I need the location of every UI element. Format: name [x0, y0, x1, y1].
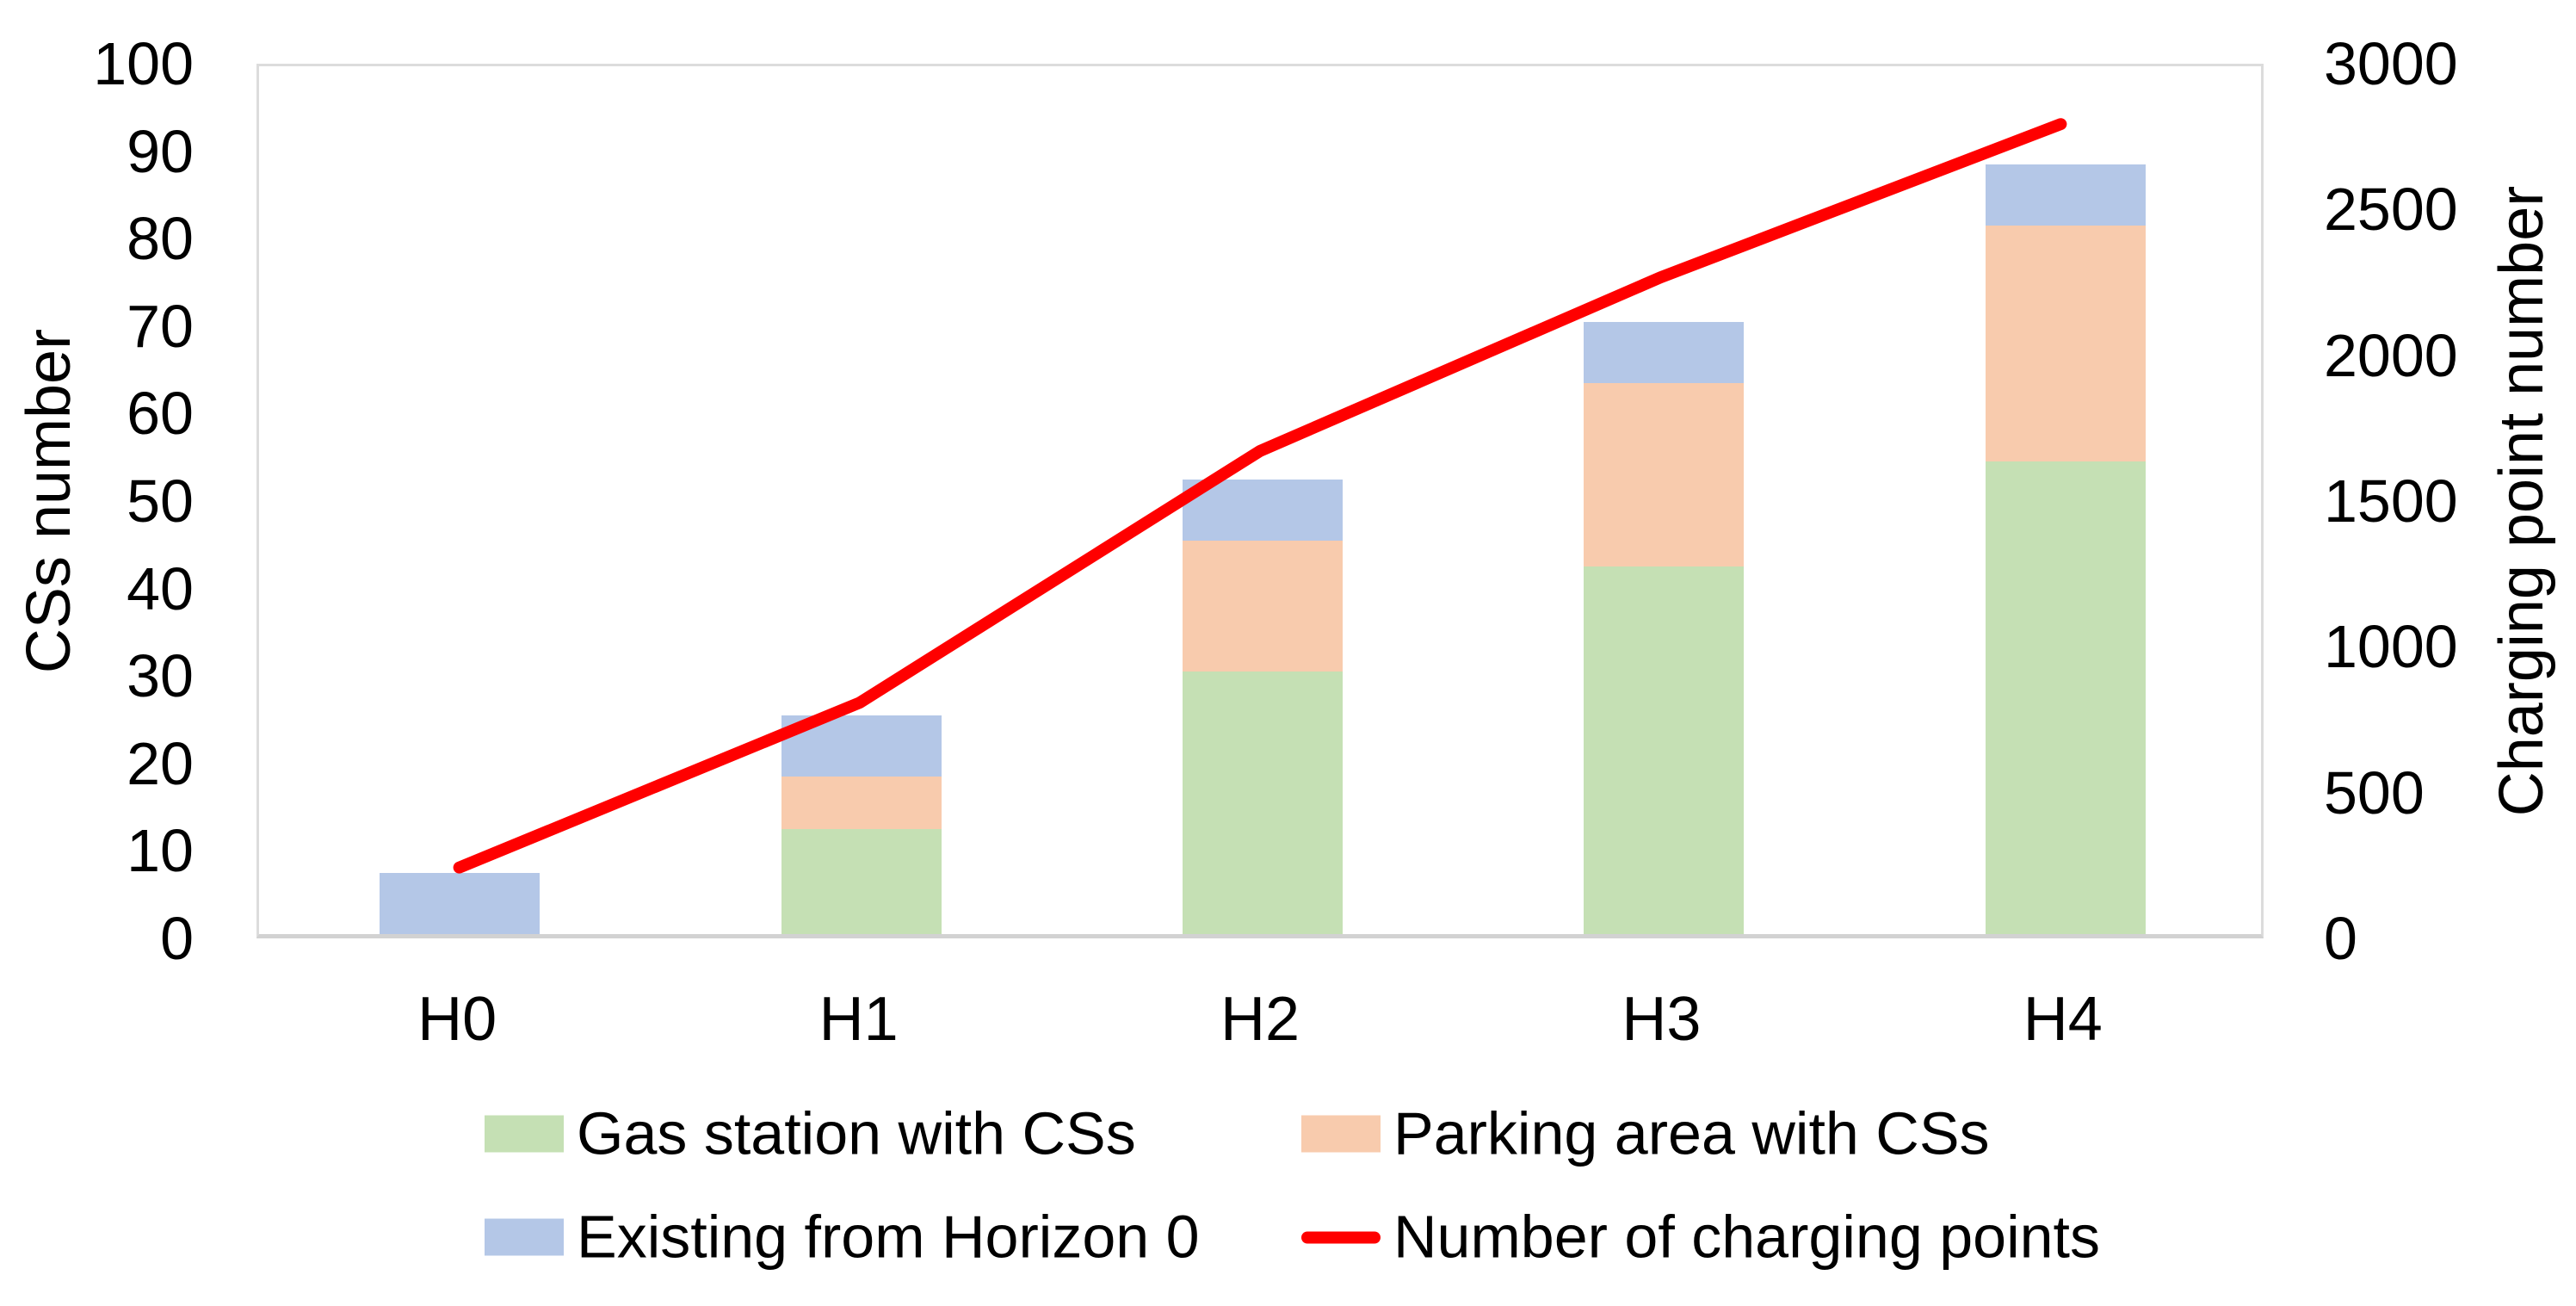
left-axis-tick-40: 40 [127, 554, 194, 622]
legend-swatch-existing-from-horizon-0 [485, 1218, 564, 1256]
bar-segment-gas-station-with-css-h2 [1183, 672, 1343, 934]
x-axis-label-h1: H1 [819, 985, 899, 1054]
left-axis-tick-0: 0 [160, 905, 194, 972]
x-axis-label-h4: H4 [2023, 985, 2103, 1054]
legend-label-parking-area-with-css: Parking area with CSs [1393, 1099, 1990, 1167]
legend-item-number-of-charging-points: Number of charging points [1301, 1204, 2100, 1271]
bar-segment-parking-area-with-css-h1 [781, 777, 942, 830]
left-axis-tick-30: 30 [127, 642, 194, 710]
bar-segment-gas-station-with-css-h1 [781, 829, 942, 934]
bar-segment-gas-station-with-css-h3 [1584, 566, 1745, 934]
legend-swatch-gas-station-with-css [485, 1115, 564, 1153]
legend-label-number-of-charging-points: Number of charging points [1393, 1203, 2100, 1271]
right-axis-tick-1000: 1000 [2324, 613, 2458, 681]
right-axis-tick-0: 0 [2324, 905, 2357, 972]
legend-swatch-parking-area-with-css [1301, 1115, 1381, 1153]
bar-segment-parking-area-with-css-h4 [1985, 226, 2146, 462]
legend-item-existing-from-horizon-0: Existing from Horizon 0 [485, 1204, 1200, 1271]
left-axis-tick-90: 90 [127, 117, 194, 185]
bar-segment-parking-area-with-css-h2 [1183, 540, 1343, 672]
left-axis-tick-100: 100 [93, 30, 194, 97]
bar-segment-existing-from-horizon-0-h4 [1985, 164, 2146, 226]
left-axis-tick-60: 60 [127, 380, 194, 448]
bar-segment-existing-from-horizon-0-h0 [380, 872, 541, 934]
right-axis-tick-1500: 1500 [2324, 467, 2458, 535]
bar-segment-gas-station-with-css-h4 [1985, 461, 2146, 934]
bar-segment-existing-from-horizon-0-h3 [1584, 321, 1745, 383]
left-axis-tick-50: 50 [127, 467, 194, 535]
right-axis-tick-500: 500 [2324, 758, 2425, 826]
bar-series-layer [259, 66, 2261, 934]
right-axis-tick-2000: 2000 [2324, 321, 2458, 389]
legend-line-marker-number-of-charging-points [1301, 1231, 1381, 1243]
legend-label-gas-station-with-css: Gas station with CSs [577, 1099, 1136, 1167]
left-axis-tick-80: 80 [127, 205, 194, 273]
right-axis-tick-3000: 3000 [2324, 30, 2458, 97]
plot-area [256, 64, 2264, 938]
x-axis-label-h0: H0 [417, 985, 497, 1054]
left-axis-tick-20: 20 [127, 729, 194, 797]
x-axis-label-h2: H2 [1220, 985, 1300, 1054]
x-axis-label-h3: H3 [1622, 985, 1702, 1054]
right-axis-title: Charging point number [2487, 185, 2556, 817]
right-axis-tick-2500: 2500 [2324, 176, 2458, 244]
line-series-svg [453, 118, 2067, 874]
legend-item-parking-area-with-css: Parking area with CSs [1301, 1099, 1990, 1167]
bar-segment-parking-area-with-css-h3 [1584, 382, 1745, 567]
left-axis-tick-70: 70 [127, 292, 194, 360]
legend-label-existing-from-horizon-0: Existing from Horizon 0 [577, 1203, 1200, 1271]
left-axis-tick-10: 10 [127, 817, 194, 885]
line-number-of-charging-points [453, 118, 2067, 874]
legend-item-gas-station-with-css: Gas station with CSs [485, 1099, 1136, 1167]
